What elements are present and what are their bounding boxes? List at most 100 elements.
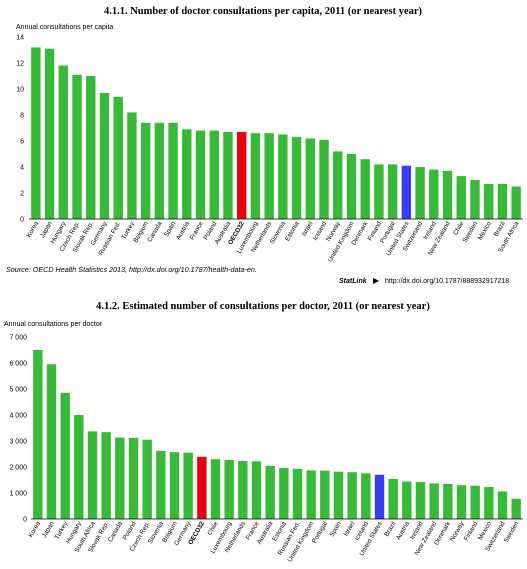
- y-tick-label: 2 000: [9, 464, 27, 471]
- bar: [197, 456, 207, 519]
- bar: [456, 176, 466, 219]
- bar: [456, 485, 467, 519]
- bar: [401, 165, 412, 219]
- y-tick-label: 14: [16, 34, 24, 41]
- category-label: Chile: [206, 520, 220, 536]
- y-tick-label: 8: [20, 112, 24, 119]
- bar: [415, 167, 425, 219]
- bar: [265, 465, 275, 519]
- bar: [250, 133, 261, 219]
- bar: [74, 415, 84, 519]
- bar: [156, 450, 166, 519]
- chart-title: 4.1.1. Number of doctor consultations pe…: [104, 6, 423, 17]
- bar: [374, 474, 385, 519]
- bars: [31, 47, 521, 220]
- y-axis-label: Annual consultations per capita: [16, 24, 113, 31]
- category-label: Chile: [452, 220, 466, 236]
- bar: [154, 122, 165, 219]
- category-label: Mexico: [477, 220, 493, 241]
- bar: [305, 138, 316, 219]
- bar: [58, 65, 69, 219]
- bar: [127, 112, 137, 219]
- y-tick-label: 2: [20, 190, 24, 197]
- bar: [320, 470, 330, 519]
- chart-consultations-per-capita: 4.1.1. Number of doctor consultations pe…: [16, 6, 523, 263]
- bar: [140, 122, 151, 219]
- statlink-brand: StatLink: [339, 278, 368, 285]
- bar: [31, 47, 41, 220]
- bar: [346, 154, 357, 219]
- y-tick-label: 6: [20, 138, 24, 145]
- bar: [115, 437, 125, 519]
- category-label: Israel: [343, 521, 357, 538]
- y-tick-label: 5 000: [9, 386, 27, 393]
- bar: [497, 491, 508, 519]
- bar: [374, 164, 384, 219]
- y-tick-label: 3 000: [9, 438, 27, 445]
- bar: [238, 461, 248, 519]
- bar: [209, 130, 219, 219]
- statlink-icon: ▶: [373, 276, 380, 285]
- bar: [99, 92, 110, 219]
- bar: [387, 164, 398, 219]
- bar: [236, 131, 247, 219]
- bar: [60, 392, 70, 519]
- bar: [128, 437, 139, 519]
- bar: [113, 96, 123, 219]
- bar: [443, 483, 453, 519]
- y-tick-label: 12: [16, 60, 24, 67]
- bar: [169, 452, 180, 519]
- bar: [511, 498, 521, 519]
- bar: [429, 169, 439, 219]
- bar: [279, 468, 289, 519]
- y-tick-label: 10: [16, 86, 24, 93]
- bar: [442, 170, 453, 219]
- bar: [142, 439, 152, 519]
- y-ticks: 0 2 4 6 8 10 12 14: [16, 34, 24, 223]
- chart-consultations-per-doctor: 4.1.2. Estimated number of consultations…: [4, 301, 523, 563]
- bar: [72, 74, 82, 219]
- y-tick-label: 0: [20, 216, 24, 223]
- category-label: Brazil: [383, 521, 397, 538]
- bar: [195, 130, 206, 219]
- bar: [306, 470, 316, 519]
- bar: [223, 131, 233, 219]
- category-label: Estonia: [284, 220, 301, 242]
- y-tick-label: 4: [20, 164, 24, 171]
- bar: [333, 151, 343, 219]
- bar: [291, 137, 302, 219]
- chart-title: 4.1.2. Estimated number of consultations…: [96, 301, 430, 312]
- bar: [333, 471, 344, 519]
- bar: [484, 487, 494, 519]
- category-label: Spain: [328, 520, 342, 538]
- y-tick-label: 4 000: [9, 412, 27, 419]
- bar: [292, 468, 303, 519]
- bar: [224, 459, 234, 519]
- category-label: Brazil: [493, 220, 507, 237]
- bar: [483, 183, 494, 219]
- category-label: Israel: [301, 221, 315, 238]
- bar: [168, 122, 178, 219]
- y-tick-label: 7 000: [9, 334, 27, 341]
- bar: [101, 432, 111, 519]
- y-ticks: 0 1 000 2 000 3 000 4 000 5 000 6 000 7 000: [9, 334, 27, 523]
- statlink-url[interactable]: http://dx.doi.org/10.1787/888932917218: [385, 278, 509, 285]
- bar: [183, 452, 193, 519]
- bar: [388, 478, 398, 519]
- bar: [429, 483, 439, 519]
- bars: [33, 350, 521, 519]
- bar: [360, 159, 370, 219]
- bar: [278, 134, 288, 219]
- y-tick-label: 1 000: [9, 490, 27, 497]
- bar: [497, 183, 508, 219]
- y-tick-label: 0: [23, 516, 27, 523]
- bar: [182, 129, 192, 219]
- bar: [470, 485, 480, 519]
- bar: [319, 139, 329, 219]
- bar: [264, 133, 274, 219]
- bar: [511, 186, 521, 219]
- bar: [46, 364, 57, 519]
